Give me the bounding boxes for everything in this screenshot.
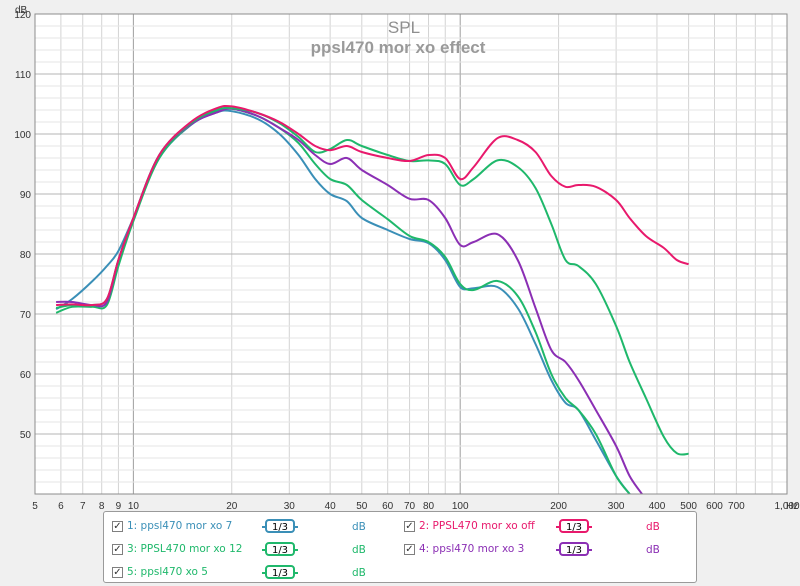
x-tick-label: 400 [649,501,666,510]
legend-checkbox-3[interactable]: ✓ [112,543,123,555]
y-tick-label: 90 [20,190,32,201]
y-tick-label: 110 [15,70,31,81]
legend-checkbox-1[interactable]: ✓ [112,520,123,532]
x-tick-label: 600 [706,501,723,510]
legend-label-1: 1: ppsl470 mor xo 7 [127,520,233,532]
series-line-2 [56,104,689,307]
x-tick-label: 7 [80,501,86,510]
grid [34,13,788,495]
legend-unit-3: dB [352,544,366,556]
curves [55,104,689,494]
y-tick-label: 50 [20,430,32,441]
legend-item-3[interactable]: ✓ 3: PPSL470 mor xo 12 [112,539,242,559]
smoothing-control-4[interactable]: 1/3 [556,541,592,557]
x-tick-label: 100 [452,501,469,510]
legend-label-4: 4: ppsl470 mor xo 3 [419,543,525,555]
x-tick-label: 300 [608,501,625,510]
legend-unit-1: dB [352,521,366,533]
legend-unit-5: dB [352,567,366,579]
x-tick-label: 200 [550,501,567,510]
smoothing-control-5[interactable]: 1/3 [262,564,298,580]
x-tick-label: 30 [284,501,296,510]
x-tick-label: 1,000 [774,501,799,510]
x-tick-label: 6 [58,501,64,510]
smoothing-label-1: 1/3 [264,519,296,533]
chart-subtitle: ppsl470 mor xo effect [311,38,486,57]
smoothing-control-2[interactable]: 1/3 [556,518,592,534]
x-tick-label: 9 [116,501,122,510]
x-tick-label: 500 [680,501,697,510]
smoothing-label-3: 1/3 [264,542,296,556]
legend: ✓ 1: ppsl470 mor xo 7 1/3 dB ✓ 2: PPSL47… [103,511,697,583]
tick-labels: 5 6 7 8 9 10 20 30 40 50 60 70 80 100 200 300 400 500 600 7… [14,10,800,510]
spl-chart: 5 6 7 8 9 10 20 30 40 50 60 70 80 100 200 300 400 500 600 7… [14,5,800,510]
y-axis-unit-label: dB [15,5,28,16]
legend-checkbox-2[interactable]: ✓ [404,520,415,532]
y-tick-label: 60 [20,370,32,381]
y-tick-label: 100 [14,130,31,141]
x-tick-label: 5 [32,501,38,510]
x-tick-label: 8 [99,501,105,510]
x-tick-label: 10 [128,501,140,510]
legend-label-2: 2: PPSL470 mor xo off [419,520,535,532]
legend-checkbox-4[interactable]: ✓ [404,543,415,555]
x-tick-label: 60 [382,501,394,510]
legend-item-1[interactable]: ✓ 1: ppsl470 mor xo 7 [112,516,232,536]
legend-item-2[interactable]: ✓ 2: PPSL470 mor xo off [404,516,535,536]
smoothing-label-2: 1/3 [558,519,590,533]
x-tick-label: 700 [728,501,745,510]
smoothing-control-3[interactable]: 1/3 [262,541,298,557]
y-tick-label: 70 [20,310,32,321]
legend-unit-4: dB [646,544,660,556]
legend-item-5[interactable]: ✓ 5: ppsl470 xo 5 [112,562,208,582]
x-tick-label: 40 [325,501,337,510]
plot-frame [34,13,788,495]
legend-unit-2: dB [646,521,660,533]
x-tick-label: 80 [423,501,435,510]
series-line-3 [55,107,631,494]
x-tick-label: 70 [404,501,416,510]
smoothing-label-4: 1/3 [558,542,590,556]
legend-checkbox-5[interactable]: ✓ [112,566,123,578]
x-axis-unit-label: Hz [786,501,798,510]
legend-label-3: 3: PPSL470 mor xo 12 [127,543,243,555]
smoothing-control-1[interactable]: 1/3 [262,518,298,534]
y-tick-label: 120 [14,10,31,21]
x-tick-label: 20 [226,501,238,510]
x-tick-label: 50 [356,501,368,510]
legend-label-5: 5: ppsl470 xo 5 [127,566,208,578]
legend-item-4[interactable]: ✓ 4: ppsl470 mor xo 3 [404,539,524,559]
smoothing-label-5: 1/3 [264,565,296,579]
y-tick-label: 80 [20,250,32,261]
chart-title: SPL [388,18,420,37]
